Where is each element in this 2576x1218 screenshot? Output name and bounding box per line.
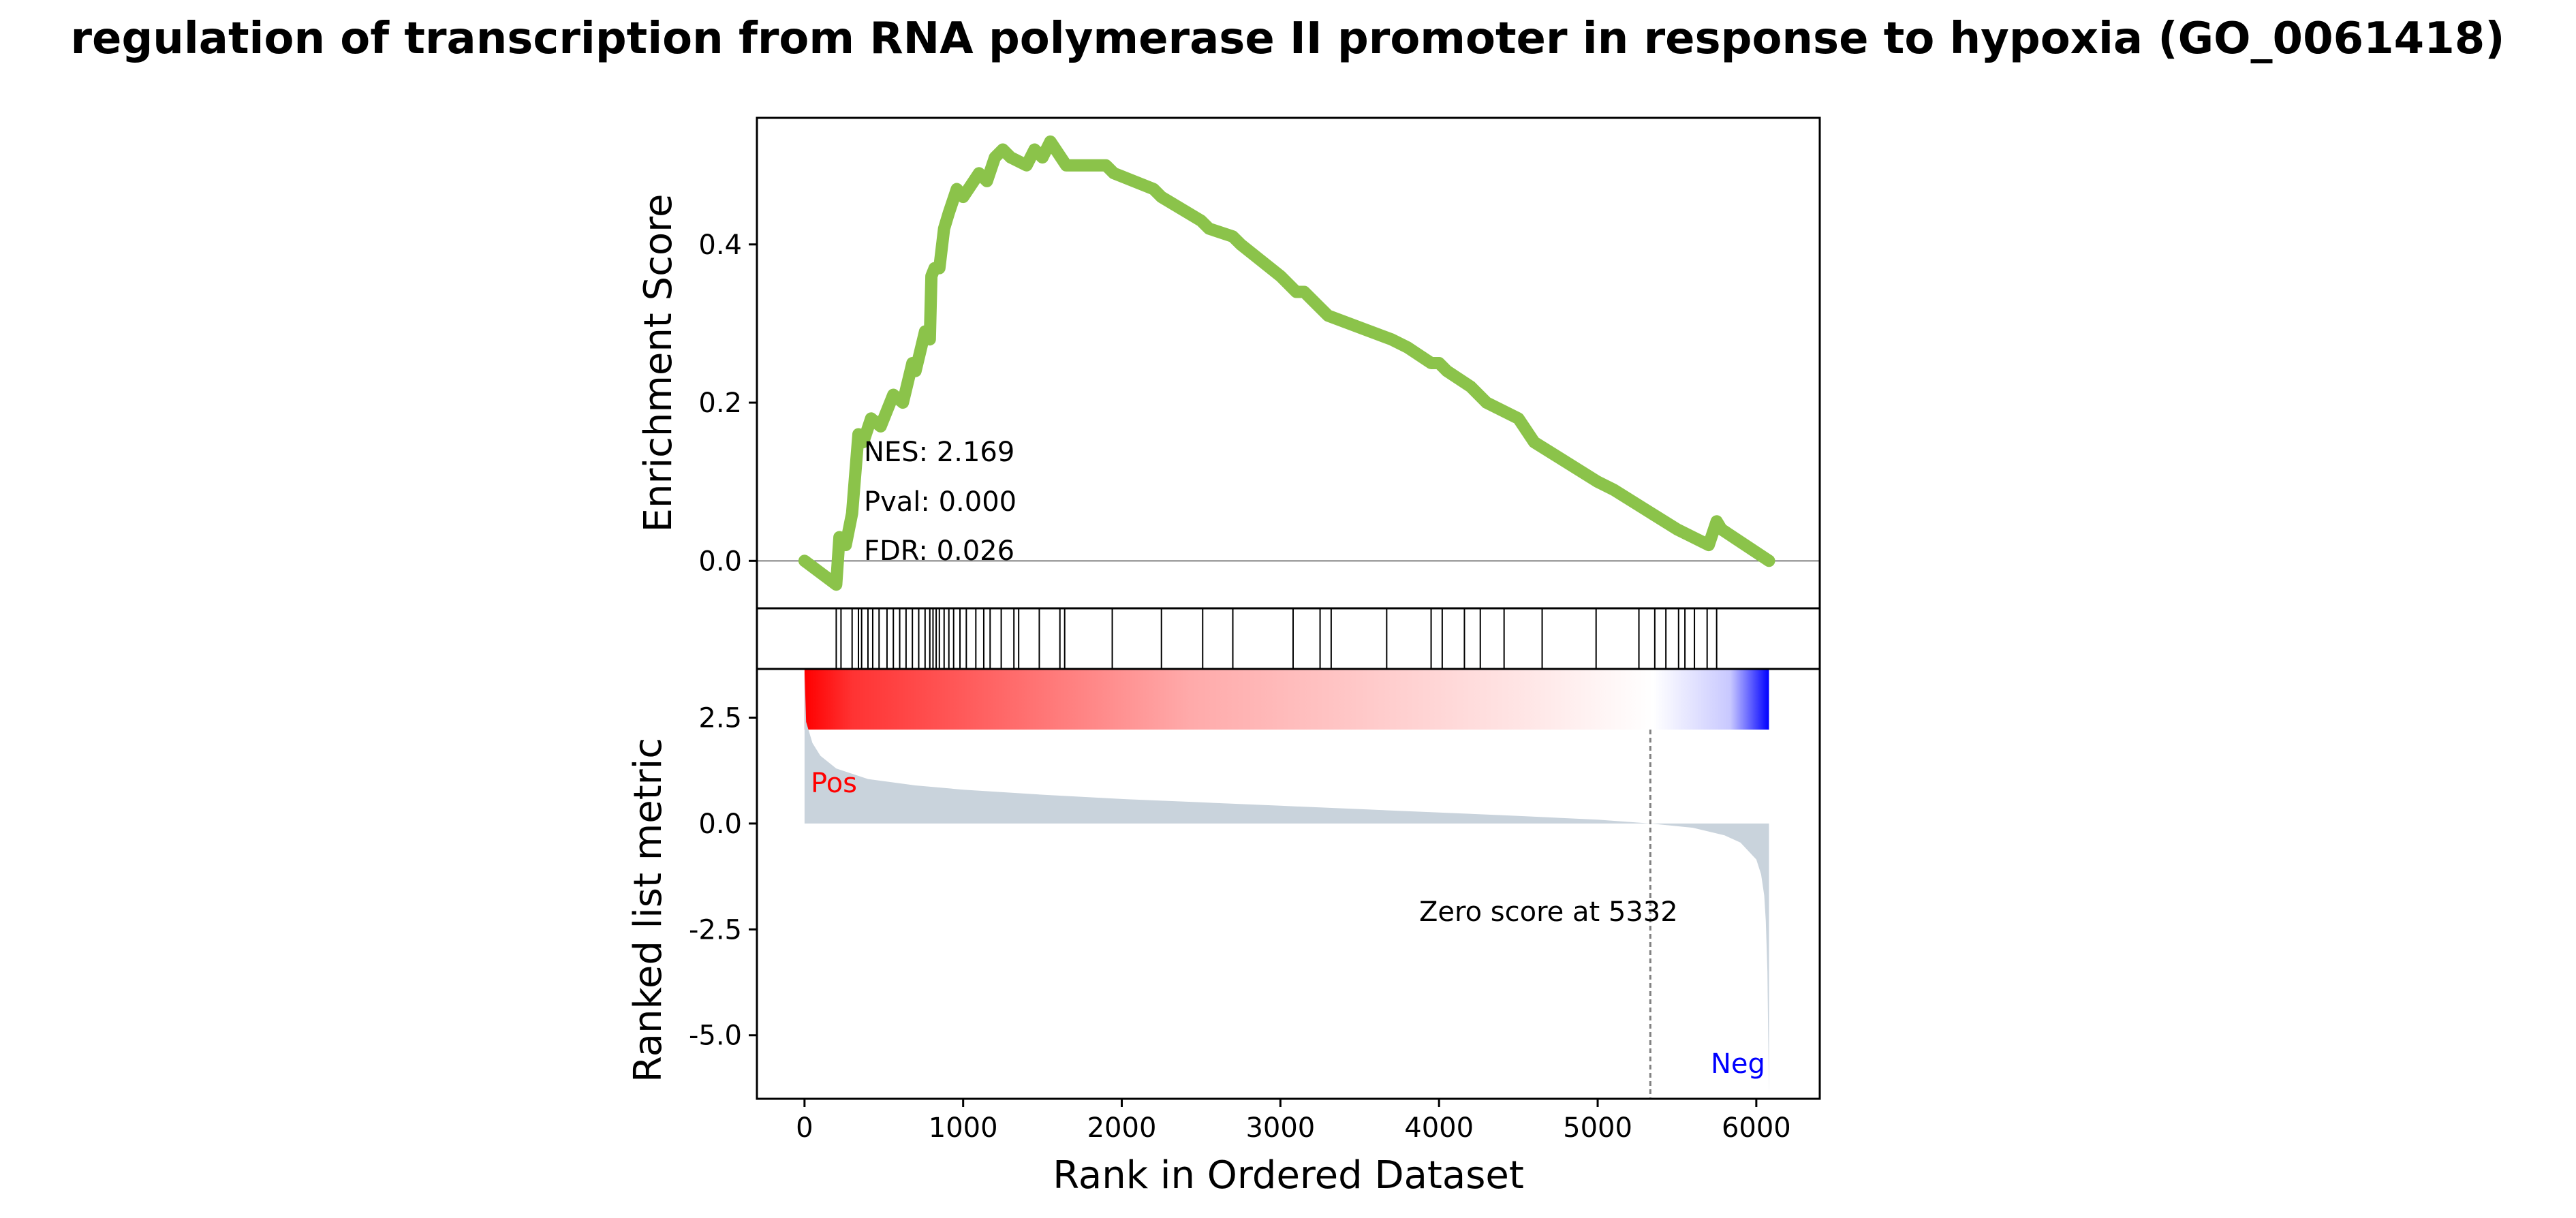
pval-stat: Pval: 0.000 xyxy=(864,486,1017,518)
xtick-label: 2000 xyxy=(1087,1112,1157,1144)
es-ytick-label: 0.2 xyxy=(698,388,742,419)
xtick-label: 1000 xyxy=(929,1112,998,1144)
es-ytick-label: 0.0 xyxy=(698,546,742,577)
rank-colorbar xyxy=(804,669,1769,730)
ranked-metric-panel: Pos Neg Zero score at 5332 2.5 0.0 -2.5 -5.… xyxy=(626,668,1821,1198)
zero-score-annotation: Zero score at 5332 xyxy=(1419,896,1678,928)
pos-label: Pos xyxy=(811,768,857,799)
ranked-metric-axis-label: Ranked list metric xyxy=(626,738,670,1082)
metric-ytick-label: -2.5 xyxy=(689,914,742,946)
es-ytick-label: 0.4 xyxy=(698,230,742,261)
ranked-metric-frame xyxy=(756,668,1821,1100)
metric-ytick-label: 2.5 xyxy=(698,702,742,734)
xtick-label: 0 xyxy=(796,1112,813,1144)
enrichment-score-line xyxy=(798,135,1775,591)
ranked-metric-area xyxy=(804,671,1769,1095)
neg-label: Neg xyxy=(1711,1048,1765,1080)
xtick-label: 6000 xyxy=(1722,1112,1791,1144)
gene-hits-panel xyxy=(756,607,1821,670)
fdr-stat: FDR: 0.026 xyxy=(864,535,1014,567)
xtick-label: 5000 xyxy=(1563,1112,1632,1144)
metric-ytick-label: -5.0 xyxy=(689,1020,742,1052)
enrichment-score-axis-label: Enrichment Score xyxy=(636,194,681,533)
x-axis-label: Rank in Ordered Dataset xyxy=(1053,1153,1524,1198)
nes-stat: NES: 2.169 xyxy=(864,437,1014,468)
chart-title: regulation of transcription from RNA pol… xyxy=(70,14,2504,64)
gene-hits-frame xyxy=(756,607,1821,670)
xtick-label: 3000 xyxy=(1245,1112,1315,1144)
metric-ytick-label: 0.0 xyxy=(698,809,742,840)
enrichment-score-panel: 0.0 0.2 0.4 NES: 2.169 Pval: 0.000 FDR: 0.… xyxy=(636,116,1821,610)
xtick-label: 4000 xyxy=(1404,1112,1474,1144)
